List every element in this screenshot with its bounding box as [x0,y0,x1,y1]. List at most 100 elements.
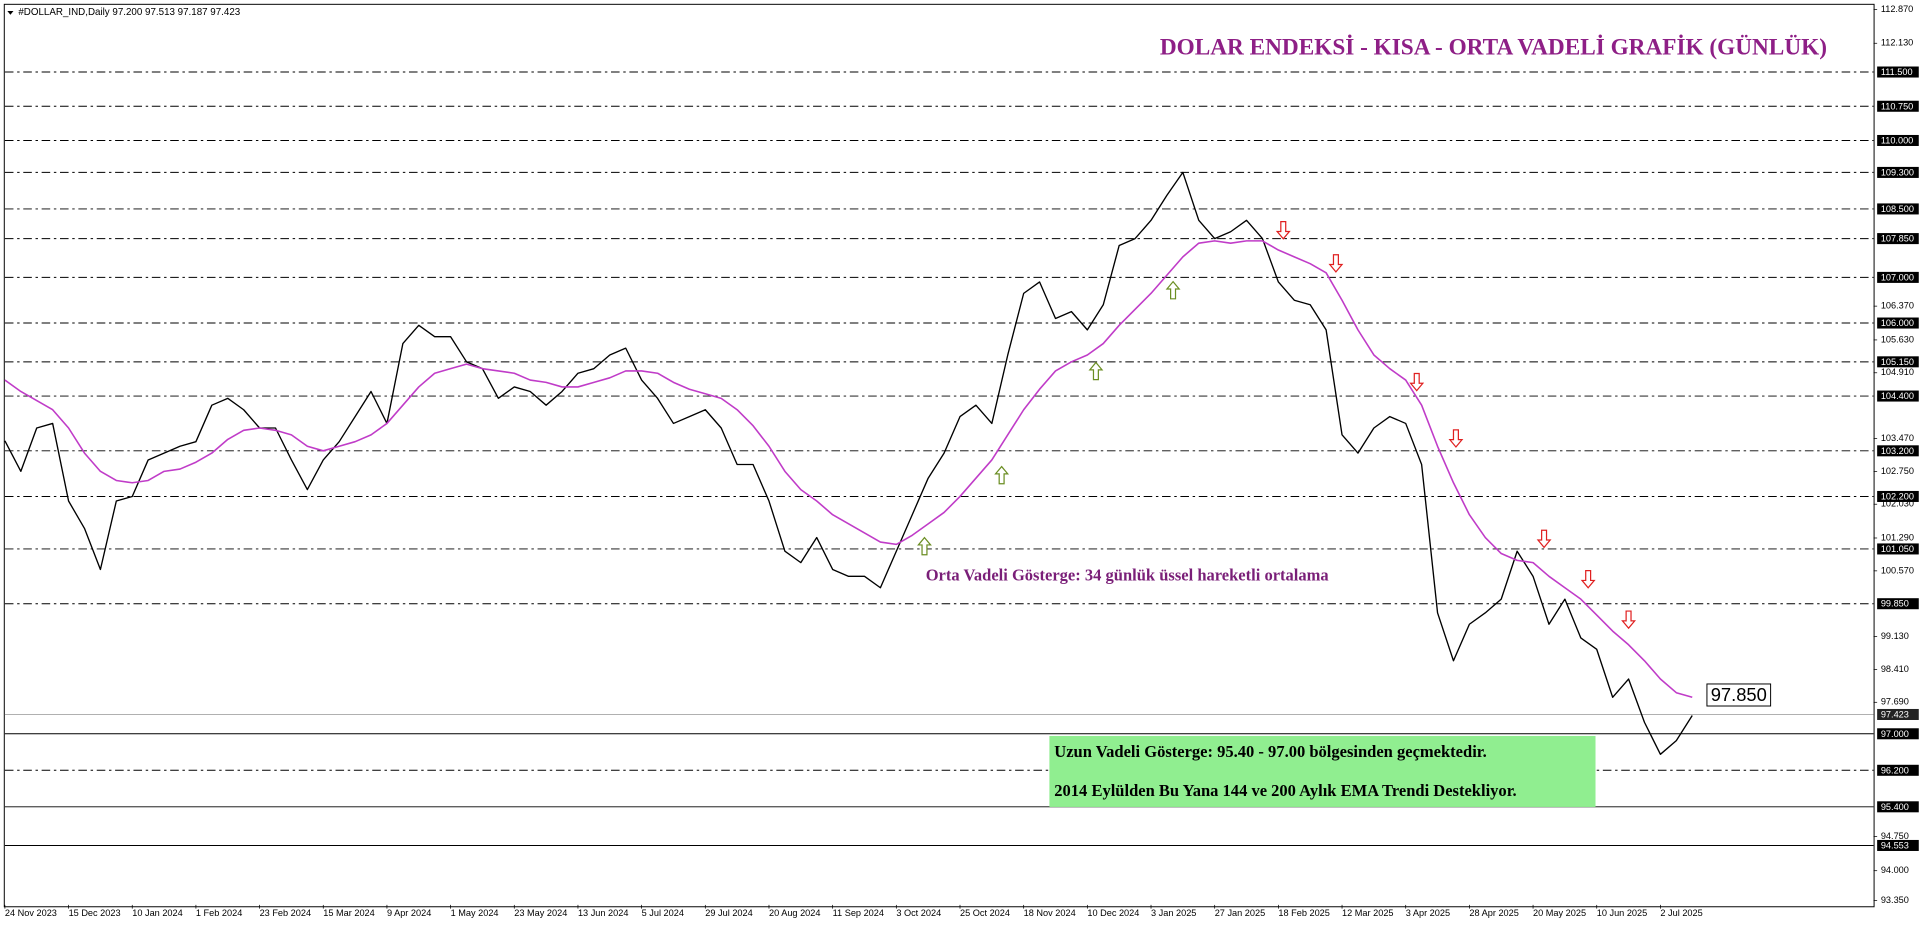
y-tick-label: 101.290 [1881,532,1914,542]
down-arrow [1275,221,1291,240]
level-box [1877,271,1919,283]
y-tick-label: 98.410 [1881,664,1909,674]
level-box [1877,66,1919,78]
note-box [1049,735,1596,807]
y-tick-label: 100.570 [1881,565,1914,575]
x-tick-label: 20 Aug 2024 [769,908,821,918]
level-box [1877,390,1919,402]
level-box [1877,728,1919,740]
y-tick-label: 104.910 [1881,367,1914,377]
level-box [1877,801,1919,813]
down-arrow [1448,429,1464,448]
down-arrow [1580,570,1596,589]
level-label: 97.000 [1881,729,1909,739]
header: #DOLLAR_IND,Daily 97.200 97.513 97.187 9… [18,7,240,18]
level-label: 95.400 [1881,802,1909,812]
x-tick-label: 3 Apr 2025 [1406,908,1450,918]
down-arrow [1328,254,1344,273]
level-label: 105.150 [1881,357,1914,367]
level-box [1877,764,1919,776]
y-tick-label: 112.870 [1881,4,1913,14]
x-tick-label: 3 Oct 2024 [896,908,941,918]
x-tick-label: 23 May 2024 [514,908,567,918]
level-label: 102.200 [1881,491,1914,501]
y-tick-label: 112.130 [1881,38,1913,48]
level-label: 101.050 [1881,544,1914,554]
level-label: 109.300 [1881,167,1914,177]
level-box [1877,203,1919,215]
y-tick-label: 106.370 [1881,301,1914,311]
level-box [1877,356,1919,368]
x-tick-label: 27 Jan 2025 [1215,908,1266,918]
x-tick-label: 28 Apr 2025 [1469,908,1518,918]
menu-triangle [7,11,14,15]
x-tick-label: 25 Oct 2024 [960,908,1010,918]
price-label: 97.423 [1881,710,1909,720]
price-line-series [4,171,1693,755]
y-tick-label: 94.000 [1881,865,1909,875]
x-tick-label: 24 Nov 2023 [5,908,57,918]
x-tick-label: 13 Jun 2024 [578,908,629,918]
x-tick-label: 20 May 2025 [1533,908,1586,918]
x-tick-label: 11 Sep 2024 [833,908,884,918]
x-tick-label: 15 Mar 2024 [323,908,375,918]
level-box [1877,233,1919,245]
x-tick-label: 1 Feb 2024 [196,908,242,918]
x-tick-label: 15 Dec 2023 [69,908,121,918]
level-label: 108.500 [1881,204,1914,214]
level-box [1877,134,1919,146]
level-box [1877,317,1919,329]
x-tick-label: 10 Jun 2025 [1597,908,1648,918]
level-box [1877,445,1919,457]
y-tick-label: 103.470 [1881,433,1914,443]
y-tick-label: 94.750 [1881,831,1909,841]
price-box [1877,708,1919,720]
x-tick-label: 29 Jul 2024 [705,908,752,918]
x-tick-label: 10 Dec 2024 [1087,908,1139,918]
ema-value-label: 97.850 [1711,684,1767,705]
level-box [1877,543,1919,555]
up-arrow [1088,361,1104,381]
down-arrow [1409,372,1425,392]
y-tick-label: 105.630 [1881,334,1914,344]
level-label: 110.750 [1881,101,1913,111]
level-label: 107.000 [1881,272,1914,282]
level-label: 96.200 [1881,765,1909,775]
x-tick-label: 10 Jan 2024 [132,908,183,918]
x-tick-label: 2 Jul 2025 [1660,908,1702,918]
level-label: 106.000 [1881,318,1914,328]
x-tick-label: 9 Apr 2024 [387,908,431,918]
level-box [1877,100,1919,112]
long-term-note: Uzun Vadeli Gösterge: 95.40 - 97.00 bölg… [1054,742,1486,761]
level-box [1877,598,1919,610]
level-label: 94.553 [1881,840,1909,850]
level-label: 111.500 [1881,67,1913,77]
down-arrow [1536,529,1552,549]
x-tick-label: 18 Feb 2025 [1278,908,1330,918]
level-label: 99.850 [1881,599,1909,609]
level-label: 110.000 [1881,136,1913,146]
up-arrow [917,536,932,556]
level-label: 107.850 [1881,234,1914,244]
x-tick-label: 1 May 2024 [451,908,499,918]
x-tick-label: 23 Feb 2024 [260,908,312,918]
plot-frame [3,3,1875,908]
y-tick-label: 97.690 [1881,697,1909,707]
ema-line [4,240,1693,699]
x-tick-label: 18 Nov 2024 [1024,908,1076,918]
y-tick-label: 93.350 [1881,895,1909,905]
level-box [1877,166,1919,178]
level-label: 103.200 [1881,446,1914,456]
y-tick-label: 99.130 [1881,631,1909,641]
up-arrow [994,465,1010,485]
up-arrow [1165,280,1181,300]
level-label: 104.400 [1881,391,1914,401]
ema-note: Orta Vadeli Gösterge: 34 günlük üssel ha… [926,566,1330,585]
ema-value-box [1706,683,1772,707]
x-tick-label: 12 Mar 2025 [1342,908,1394,918]
x-tick-label: 5 Jul 2024 [642,908,684,918]
chart-title: DOLAR ENDEKSİ - KISA - ORTA VADELİ GRAFİ… [1160,34,1827,60]
level-box [1877,839,1919,851]
